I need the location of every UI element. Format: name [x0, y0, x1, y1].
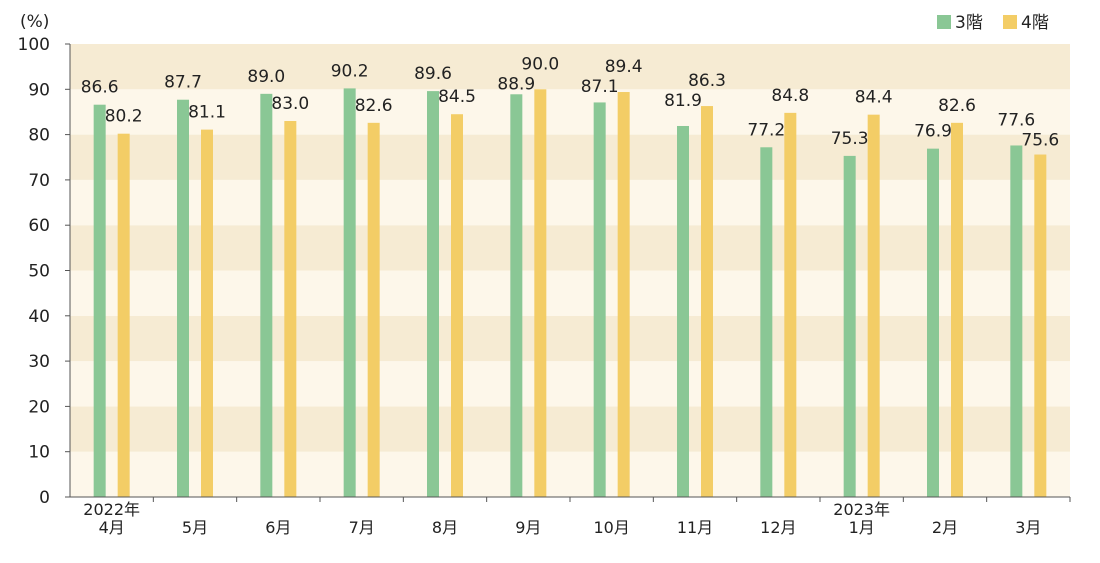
x-month-label: 12月 — [760, 518, 796, 537]
y-tick-label: 80 — [28, 126, 50, 146]
y-tick-label: 10 — [28, 443, 50, 463]
x-year-label: 2022年 — [83, 500, 140, 519]
x-month-label: 4月 — [99, 518, 125, 537]
data-label-3f: 87.1 — [581, 77, 619, 97]
y-axis-unit: (%) — [20, 12, 49, 32]
x-month-label: 6月 — [265, 518, 291, 537]
y-tick-label: 60 — [28, 216, 50, 236]
bar-4f — [367, 122, 380, 498]
y-tick-label: 20 — [28, 397, 50, 417]
data-label-3f: 88.9 — [497, 74, 535, 94]
bar-4f — [867, 114, 880, 497]
y-tick-label: 100 — [18, 35, 50, 55]
data-label-3f: 77.2 — [747, 120, 785, 140]
bar-4f — [617, 92, 630, 497]
legend-swatch — [1003, 15, 1017, 29]
x-month-label: 5月 — [182, 518, 208, 537]
data-label-4f: 80.2 — [105, 107, 143, 127]
x-month-label: 10月 — [593, 518, 629, 537]
data-labels: 86.6 80.2 87.7 81.1 89.0 83.0 90.2 82.6 89.6 84.5… — [81, 54, 1060, 150]
data-label-4f: 89.4 — [605, 57, 643, 77]
data-label-3f: 75.3 — [831, 129, 869, 149]
band — [70, 179, 1070, 226]
bar-3f — [260, 93, 273, 497]
x-month-label: 3月 — [1015, 518, 1041, 537]
band — [70, 89, 1070, 135]
data-label-4f: 84.4 — [855, 88, 893, 108]
bar-4f — [201, 129, 213, 497]
data-label-3f: 89.6 — [414, 64, 452, 84]
bar-4f — [451, 114, 463, 497]
bar-3f — [343, 88, 356, 498]
x-month-label: 8月 — [432, 518, 458, 537]
legend-label: 4階 — [1021, 13, 1049, 33]
y-tick-label: 40 — [28, 307, 50, 327]
data-label-3f: 77.6 — [997, 110, 1035, 130]
data-label-3f: 76.9 — [914, 122, 952, 142]
data-label-4f: 82.6 — [355, 96, 393, 116]
data-label-4f: 75.6 — [1021, 130, 1059, 150]
bar-3f — [593, 102, 606, 497]
bar-4f — [701, 106, 713, 497]
x-month-label: 9月 — [515, 518, 541, 537]
bar-3f — [1010, 145, 1023, 498]
band — [70, 315, 1070, 362]
y-tick-label: 90 — [28, 80, 50, 100]
bar-4f — [117, 133, 130, 497]
bar-3f — [843, 155, 856, 498]
y-tick-label: 0 — [39, 488, 50, 508]
bar-4f — [284, 121, 297, 497]
y-tick-label: 70 — [28, 171, 50, 191]
bar-3f — [427, 91, 439, 497]
y-tick-label: 50 — [28, 262, 50, 282]
data-label-4f: 86.3 — [688, 71, 726, 91]
data-label-4f: 84.8 — [771, 86, 809, 106]
bar-3f — [760, 147, 773, 497]
band — [70, 134, 1070, 180]
bar-3f — [177, 99, 189, 498]
data-label-3f: 89.0 — [247, 67, 285, 87]
data-label-3f: 87.7 — [164, 73, 202, 93]
data-label-3f: 81.9 — [664, 91, 702, 111]
x-month-label: 7月 — [349, 518, 375, 537]
bar-3f — [510, 94, 523, 498]
band — [70, 451, 1070, 497]
x-month-label: 2月 — [932, 518, 958, 537]
band — [70, 44, 1070, 90]
background-bands — [70, 44, 1070, 497]
data-label-4f: 83.0 — [271, 94, 309, 114]
data-label-4f: 84.5 — [438, 87, 476, 107]
band — [70, 270, 1070, 316]
x-year-label: 2023年 — [833, 500, 890, 519]
bar-3f — [927, 148, 939, 497]
bar-4f — [1034, 154, 1047, 498]
x-month-label: 11月 — [677, 518, 713, 537]
y-axis-ticks: 0 10 20 30 40 50 60 70 80 90 100 — [18, 35, 70, 508]
legend: 3階 4階 — [937, 13, 1049, 33]
band — [70, 406, 1070, 452]
data-label-3f: 86.6 — [81, 78, 119, 98]
bar-4f — [784, 112, 797, 497]
bar-4f — [534, 89, 547, 498]
data-label-4f: 81.1 — [188, 103, 226, 123]
data-label-4f: 90.0 — [521, 54, 559, 74]
band — [70, 225, 1070, 271]
x-month-label: 1月 — [849, 518, 875, 537]
bars — [93, 88, 1047, 498]
bar-4f — [951, 122, 963, 498]
y-tick-label: 30 — [28, 352, 50, 372]
legend-swatch — [937, 15, 951, 29]
bar-3f — [93, 104, 106, 498]
data-label-4f: 82.6 — [938, 96, 976, 116]
bar-3f — [677, 125, 689, 498]
band — [70, 361, 1070, 407]
legend-label: 3階 — [955, 13, 983, 33]
data-label-3f: 90.2 — [331, 61, 369, 81]
